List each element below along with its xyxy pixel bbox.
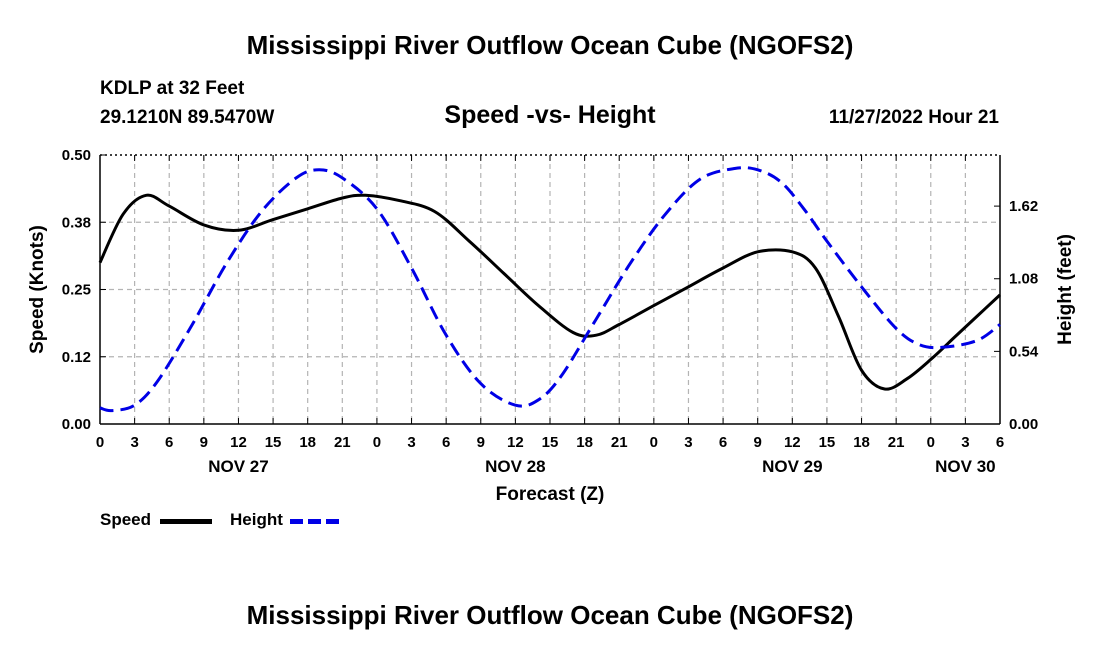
x-tick-label: 0 [927,434,935,451]
x-tick-label: 0 [373,434,381,451]
forecast-time: 11/27/2022 Hour 21 [828,107,999,128]
x-tick-label: 21 [888,434,905,451]
y-left-tick-label: 0.25 [62,282,91,299]
x-tick-label: 6 [442,434,450,451]
footer-title: Mississippi River Outflow Ocean Cube (NG… [246,600,854,630]
y-left-tick-label: 0.38 [62,214,91,231]
x-tick-label: 0 [96,434,104,451]
date-label: NOV 27 [208,457,268,476]
date-label: NOV 29 [762,457,822,476]
x-tick-label: 18 [576,434,593,451]
x-tick-label: 3 [684,434,692,451]
y-right-tick-label: 1.62 [1009,198,1038,215]
y-left-tick-label: 0.00 [62,416,91,433]
y-left-axis-title: Speed (Knots) [27,225,48,354]
y-right-tick-label: 0.54 [1009,343,1039,360]
legend-height-label: Height [230,510,283,529]
x-tick-label: 3 [961,434,969,451]
x-tick-label: 12 [784,434,801,451]
legend-speed-swatch [160,519,212,524]
x-tick-label: 12 [230,434,247,451]
x-tick-label: 6 [996,434,1004,451]
chart-title: Mississippi River Outflow Ocean Cube (NG… [246,30,854,60]
legend-speed-label: Speed [100,510,152,529]
chart-subtitle: Speed -vs- Height [444,101,656,129]
x-tick-label: 18 [299,434,316,451]
x-tick-label: 9 [754,434,762,451]
x-tick-label: 6 [719,434,727,451]
x-tick-label: 3 [407,434,415,451]
x-tick-label: 15 [265,434,282,451]
x-tick-label: 21 [611,434,628,451]
station-coordinates: 29.1210N 89.5470W [100,107,275,128]
x-tick-label: 6 [165,434,173,451]
x-tick-label: 0 [650,434,658,451]
station-name: KDLP at 32 Feet [100,78,245,99]
date-label: NOV 28 [485,457,545,476]
y-right-tick-label: 1.08 [1009,271,1038,288]
x-axis-title: Forecast (Z) [496,484,605,505]
x-tick-label: 15 [542,434,559,451]
y-left-tick-label: 0.50 [62,147,91,164]
x-tick-label: 15 [819,434,836,451]
y-right-tick-label: 0.00 [1009,416,1038,433]
date-label: NOV 30 [935,457,995,476]
height-series-line [99,166,1001,413]
x-tick-label: 18 [853,434,870,451]
y-right-axis-title: Height (feet) [1055,234,1076,345]
x-tick-label: 12 [507,434,524,451]
x-tick-label: 9 [200,434,208,451]
x-tick-label: 9 [477,434,485,451]
x-tick-label: 21 [334,434,351,451]
y-left-tick-label: 0.12 [62,349,91,366]
legend-height-swatch [290,519,342,524]
x-tick-label: 3 [130,434,138,451]
